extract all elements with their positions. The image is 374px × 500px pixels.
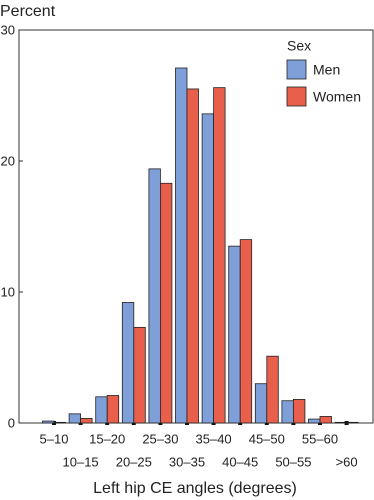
bar <box>292 399 306 424</box>
y-tick-label: 0 <box>8 415 15 430</box>
y-axis-label: Percent <box>0 3 56 20</box>
bar <box>319 416 332 424</box>
legend-swatch <box>286 86 307 107</box>
x-tick-label: 15–20 <box>89 431 125 446</box>
x-tick-label: 35–40 <box>196 431 232 446</box>
bar <box>68 413 81 424</box>
legend-label: Women <box>313 89 361 105</box>
bar <box>186 88 199 424</box>
y-tick-label: 30 <box>1 22 15 37</box>
bar <box>175 67 188 424</box>
bar <box>266 355 279 424</box>
legend-title: Sex <box>287 38 311 54</box>
bar <box>148 168 161 424</box>
x-tick-label: 30–35 <box>169 454 205 469</box>
bar <box>95 396 108 424</box>
bar <box>80 418 93 424</box>
bar <box>106 395 120 424</box>
bar <box>239 239 253 424</box>
bar <box>133 326 146 424</box>
legend-swatch <box>286 59 307 80</box>
bar <box>308 418 321 424</box>
x-tick-label: 40–45 <box>222 454 258 469</box>
x-tick-label: 45–50 <box>249 431 285 446</box>
bar <box>228 245 241 424</box>
x-tick-label: >60 <box>336 454 358 469</box>
y-tick-label: 10 <box>1 284 15 299</box>
x-tick-label: 10–15 <box>63 454 99 469</box>
bar <box>213 87 226 424</box>
bar <box>42 420 55 424</box>
bar <box>254 383 268 424</box>
x-tick-label: 25–30 <box>142 431 178 446</box>
bar <box>159 182 173 424</box>
bar <box>53 421 66 424</box>
x-tick-label: 55–60 <box>302 431 338 446</box>
legend-label: Men <box>313 62 340 78</box>
bar <box>281 400 294 424</box>
bar <box>201 113 215 424</box>
x-tick-label: 5–10 <box>40 431 69 446</box>
bar <box>346 421 359 424</box>
bar <box>121 302 135 424</box>
x-tick-label: 20–25 <box>116 454 152 469</box>
bar <box>334 421 348 424</box>
y-tick-label: 20 <box>1 153 15 168</box>
x-axis-label: Left hip CE angles (degrees) <box>93 480 297 497</box>
x-tick-label: 50–55 <box>275 454 311 469</box>
